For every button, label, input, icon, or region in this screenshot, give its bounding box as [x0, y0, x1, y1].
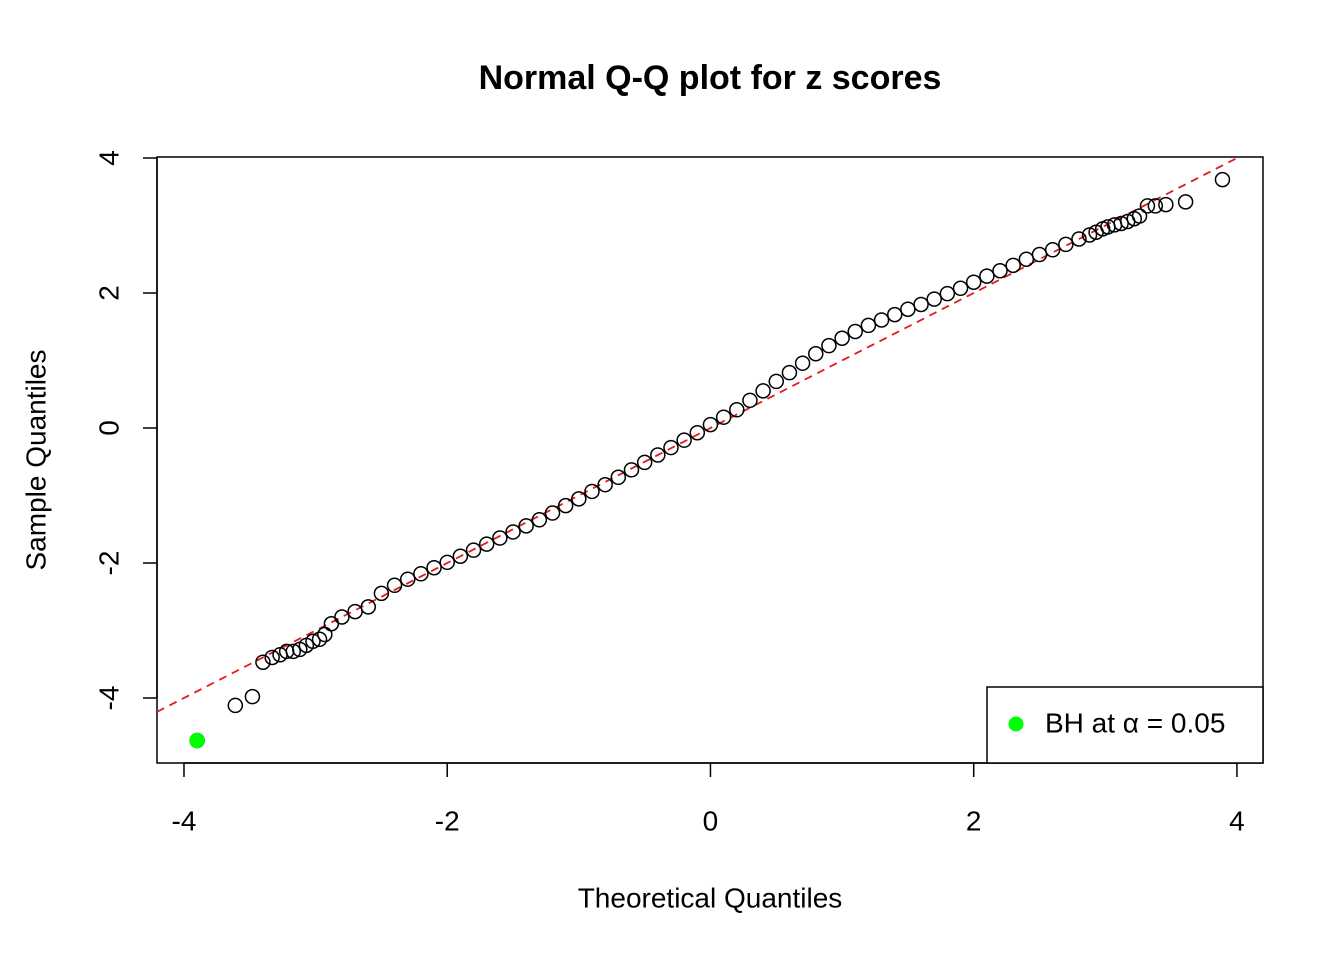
point [399, 571, 416, 587]
y-axis-label: Sample Quantiles [20, 349, 51, 570]
point [360, 599, 376, 615]
point [992, 262, 1008, 279]
point [285, 643, 301, 660]
point [1031, 246, 1048, 263]
point [413, 566, 429, 582]
highlight-point [189, 732, 205, 749]
point [860, 317, 877, 334]
x-tick-label: 2 [966, 805, 982, 836]
point [255, 654, 271, 670]
y-tick-label: 0 [93, 420, 124, 436]
point [742, 392, 758, 409]
point [311, 631, 328, 648]
y-tick-label: -4 [93, 686, 124, 711]
point [465, 542, 482, 558]
point [1044, 242, 1061, 258]
point [557, 497, 574, 514]
point [781, 364, 798, 381]
point [531, 512, 548, 528]
point [244, 688, 261, 705]
point [821, 337, 837, 354]
point [794, 355, 811, 371]
point [1158, 196, 1174, 213]
point [227, 697, 244, 714]
point [702, 416, 719, 433]
chart-title: Normal Q-Q plot for z scores [479, 59, 942, 97]
point [623, 462, 640, 478]
point [505, 524, 521, 540]
point [952, 280, 969, 297]
point [650, 447, 666, 463]
point [636, 454, 653, 471]
point [584, 483, 600, 500]
point [478, 536, 495, 552]
point [305, 633, 321, 650]
legend-box [986, 686, 1264, 764]
point [426, 559, 442, 576]
point [900, 301, 916, 317]
point [676, 432, 692, 448]
point [452, 548, 469, 565]
y-tick-label: -2 [93, 551, 124, 576]
point [926, 291, 942, 307]
point [1147, 198, 1164, 214]
point [334, 609, 350, 625]
point [439, 554, 455, 571]
point [808, 346, 824, 362]
point [1139, 198, 1156, 214]
point [873, 312, 890, 328]
x-tick-label: -4 [172, 805, 197, 836]
plot-area [157, 157, 1241, 749]
point [886, 306, 903, 323]
point [264, 649, 280, 666]
legend-label: BH at α = 0.05 [1045, 707, 1225, 738]
point [715, 409, 732, 425]
point [1071, 231, 1087, 247]
point [965, 274, 982, 290]
point [1113, 215, 1129, 232]
point [1177, 194, 1194, 210]
point [663, 439, 679, 456]
point [834, 330, 850, 346]
point [386, 577, 403, 594]
point [1131, 208, 1148, 224]
point [979, 268, 995, 284]
point [373, 585, 390, 602]
x-tick-label: 4 [1229, 805, 1245, 836]
point [847, 323, 863, 340]
point [518, 518, 534, 534]
legend-marker [1008, 716, 1024, 732]
point [1214, 171, 1231, 188]
point [1005, 257, 1021, 274]
x-tick-label: 0 [703, 805, 719, 836]
x-axis-label: Theoretical Quantiles [578, 882, 843, 913]
point [610, 469, 627, 486]
point [492, 530, 508, 546]
point [347, 603, 363, 620]
y-tick-label: 4 [93, 150, 124, 166]
point [544, 505, 561, 521]
reference-line [157, 157, 1241, 713]
point [755, 383, 771, 399]
point [729, 402, 745, 418]
point [913, 296, 929, 313]
point [1081, 227, 1098, 243]
point [1018, 251, 1035, 268]
point [1058, 236, 1074, 253]
y-tick-label: 2 [93, 285, 124, 301]
point [689, 424, 706, 441]
x-tick-label: -2 [435, 805, 460, 836]
point [571, 491, 587, 507]
point [768, 373, 785, 390]
point [939, 285, 956, 302]
point [597, 476, 613, 493]
